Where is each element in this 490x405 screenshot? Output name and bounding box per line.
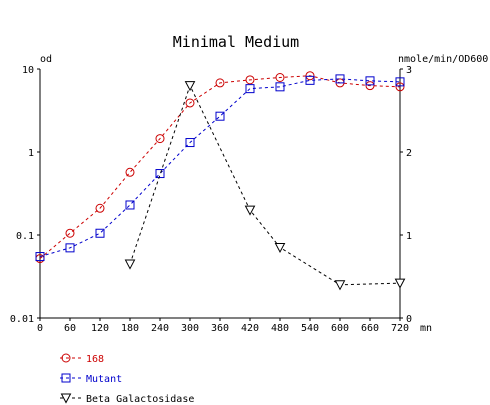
y-right-tick-label: 1 bbox=[406, 231, 412, 242]
data-point-beta-galactosidase bbox=[394, 278, 406, 289]
data-point-beta-galactosidase bbox=[334, 280, 346, 291]
data-point-168 bbox=[395, 82, 405, 92]
y-left-tick-label: 1 bbox=[28, 148, 34, 159]
x-tick-label: 480 bbox=[271, 323, 289, 334]
x-tick-label: 600 bbox=[331, 323, 349, 334]
data-point-beta-galactosidase bbox=[184, 81, 196, 92]
x-tick-label: 720 bbox=[391, 323, 409, 334]
y-left-ticks: 0.01 0.1 1 10 bbox=[10, 65, 40, 325]
y-right-ticks: 0 1 2 3 bbox=[400, 65, 412, 325]
legend-marker-beta-galactosidase bbox=[60, 393, 72, 404]
data-point-168 bbox=[365, 81, 375, 91]
data-point-168 bbox=[95, 203, 105, 213]
y-right-tick-label: 2 bbox=[406, 148, 412, 159]
x-tick-label: 540 bbox=[301, 323, 319, 334]
data-point-beta-galactosidase bbox=[274, 242, 286, 254]
plot-area bbox=[35, 71, 406, 291]
data-point-mutant bbox=[275, 82, 285, 92]
x-ticks: 0 60 120 180 240 300 360 420 480 540 600 660 720 bbox=[37, 318, 409, 334]
data-point-mutant bbox=[125, 200, 135, 210]
data-point-168 bbox=[125, 167, 135, 177]
y-left-tick-label: 0.01 bbox=[10, 314, 34, 325]
data-point-mutant bbox=[155, 169, 165, 179]
data-point-mutant bbox=[185, 138, 195, 148]
y-right-axis-label: nmole/min/OD600 bbox=[398, 54, 488, 65]
data-point-mutant bbox=[35, 252, 45, 262]
data-point-beta-galactosidase bbox=[124, 259, 136, 270]
legend-label-168: 168 bbox=[86, 354, 104, 365]
series-line-168 bbox=[39, 75, 401, 259]
data-point-mutant bbox=[395, 77, 405, 87]
data-point-mutant bbox=[305, 75, 315, 85]
x-tick-label: 420 bbox=[241, 323, 259, 334]
data-point-168 bbox=[215, 78, 225, 88]
y-right-tick-label: 0 bbox=[406, 314, 412, 325]
x-tick-label: 240 bbox=[151, 323, 169, 334]
legend-marker-168 bbox=[61, 353, 71, 363]
data-point-168 bbox=[65, 228, 75, 238]
legend-label-mutant: Mutant bbox=[86, 374, 122, 385]
series-line-beta-galactosidase bbox=[129, 84, 401, 286]
y-left-axis-label: od bbox=[40, 54, 52, 65]
data-point-mutant bbox=[65, 243, 75, 253]
legend-label-beta-galactosidase: Beta Galactosidase bbox=[86, 394, 194, 405]
y-right-tick-label: 3 bbox=[406, 65, 412, 76]
data-point-168 bbox=[305, 71, 315, 81]
x-tick-label: 300 bbox=[181, 323, 199, 334]
x-tick-label: 0 bbox=[37, 323, 43, 334]
x-tick-label: 120 bbox=[91, 323, 109, 334]
x-tick-label: 360 bbox=[211, 323, 229, 334]
data-point-mutant bbox=[245, 84, 255, 94]
y-left-tick-label: 0.1 bbox=[16, 231, 34, 242]
data-point-beta-galactosidase bbox=[244, 205, 256, 216]
x-tick-label: 660 bbox=[361, 323, 379, 334]
data-point-168 bbox=[245, 75, 255, 85]
y-left-tick-label: 10 bbox=[22, 65, 34, 76]
chart-title: Minimal Medium bbox=[173, 33, 299, 51]
data-point-168 bbox=[185, 98, 195, 108]
legend: 168 Mutant Beta Galactosidase bbox=[60, 353, 194, 405]
data-point-168 bbox=[155, 134, 165, 144]
x-axis-unit: mn bbox=[420, 323, 432, 334]
data-point-mutant bbox=[95, 228, 105, 238]
legend-marker-mutant bbox=[61, 373, 71, 383]
series-line-mutant bbox=[39, 78, 401, 258]
data-point-168 bbox=[275, 72, 285, 82]
data-point-mutant bbox=[335, 74, 345, 84]
data-point-mutant bbox=[215, 111, 225, 121]
data-point-mutant bbox=[365, 76, 375, 86]
x-tick-label: 180 bbox=[121, 323, 139, 334]
x-tick-label: 60 bbox=[64, 323, 76, 334]
